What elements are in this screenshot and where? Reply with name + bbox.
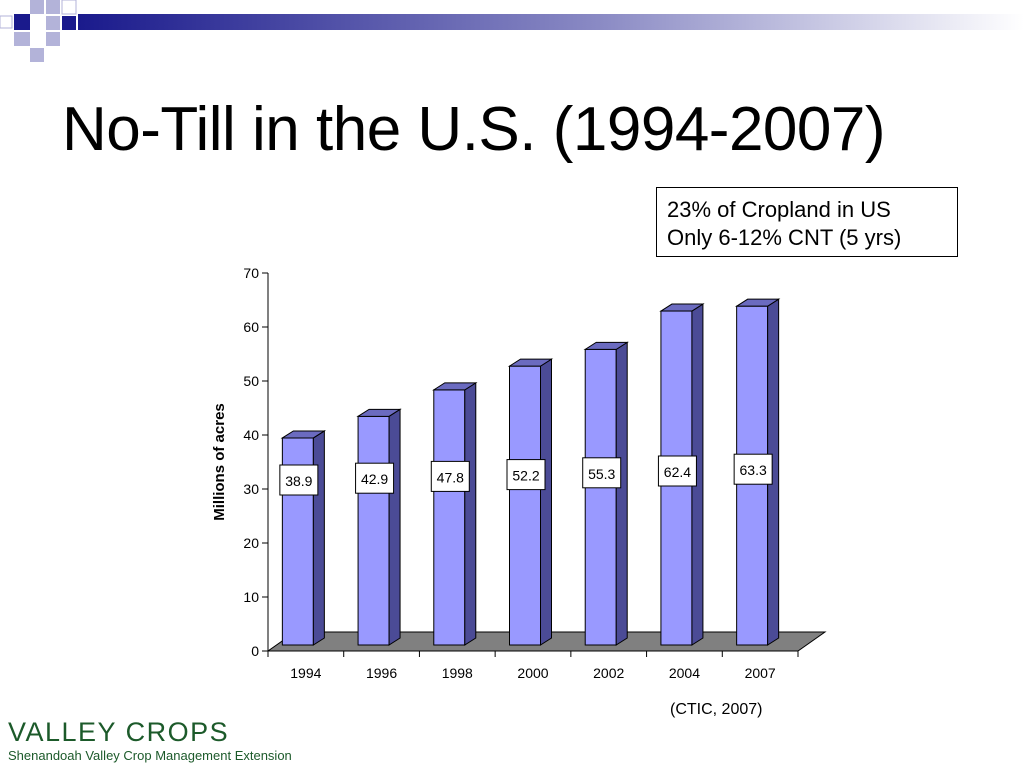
logo-subtitle: Shenandoah Valley Crop Management Extens… xyxy=(8,748,292,763)
data-label-box xyxy=(279,464,319,496)
bar-top xyxy=(734,298,781,307)
data-label-box xyxy=(355,462,395,494)
bar-front xyxy=(584,348,617,646)
slide-decoration xyxy=(0,0,1024,62)
y-tick-label: 10 xyxy=(243,589,259,605)
deco-square xyxy=(46,0,60,14)
y-tick-label: 50 xyxy=(243,373,259,389)
y-tick-label: 70 xyxy=(243,265,259,281)
data-label-box xyxy=(657,455,697,487)
bar-top xyxy=(356,408,402,417)
note-line: 23% of Cropland in US xyxy=(667,197,891,222)
source-citation: (CTIC, 2007) xyxy=(670,701,763,718)
bar-top xyxy=(507,358,554,367)
deco-square xyxy=(46,16,60,30)
data-label-box xyxy=(506,459,546,491)
note-box: 23% of Cropland in US Only 6-12% CNT (5 … xyxy=(656,187,958,257)
deco-square xyxy=(61,0,77,15)
x-tick-label: 2007 xyxy=(745,665,776,681)
x-tick-label: 1998 xyxy=(442,665,473,681)
deco-square xyxy=(14,14,30,30)
deco-square xyxy=(46,32,60,46)
bar-top xyxy=(583,341,629,350)
data-label: 38.9 xyxy=(285,473,312,489)
slide-title: No-Till in the U.S. (1994-2007) xyxy=(62,95,886,164)
data-label: 47.8 xyxy=(437,469,464,485)
bar-front xyxy=(433,389,466,646)
bar-front xyxy=(509,365,541,646)
bar-side xyxy=(312,430,325,646)
x-tick-label: 2000 xyxy=(517,665,548,681)
data-label: 62.4 xyxy=(664,464,691,480)
data-label: 52.2 xyxy=(512,468,539,484)
note-line: Only 6-12% CNT (5 yrs) xyxy=(667,225,902,250)
x-tick-label: 1996 xyxy=(366,665,397,681)
x-tick-label: 2004 xyxy=(669,665,700,681)
bar-top xyxy=(280,430,327,439)
bar-top xyxy=(659,303,705,312)
y-tick-label: 40 xyxy=(243,427,259,443)
bar-top xyxy=(432,382,478,391)
x-tick-label: 2002 xyxy=(593,665,624,681)
valley-crops-logo: VALLEY CROPS Shenandoah Valley Crop Mana… xyxy=(8,718,292,764)
data-label-box xyxy=(582,457,622,489)
title-band xyxy=(78,14,1024,30)
data-label-box xyxy=(430,460,470,492)
data-label: 55.3 xyxy=(588,466,615,482)
deco-square xyxy=(0,15,13,29)
data-label: 63.3 xyxy=(740,462,767,478)
y-tick-label: 60 xyxy=(243,319,259,335)
deco-square xyxy=(30,48,44,62)
y-tick-label: 0 xyxy=(251,643,259,659)
y-tick-label: 30 xyxy=(243,481,259,497)
bar-side xyxy=(388,408,401,646)
bar-side xyxy=(540,358,552,646)
y-tick-label: 20 xyxy=(243,535,259,551)
data-label-box xyxy=(733,453,773,485)
bar-front xyxy=(357,415,390,646)
data-label: 42.9 xyxy=(361,471,388,487)
deco-square xyxy=(30,0,44,14)
deco-square xyxy=(62,16,76,30)
bar-side xyxy=(464,381,477,646)
bar-side xyxy=(615,341,628,646)
y-axis-label: Millions of acres xyxy=(211,403,228,521)
x-tick-label: 1994 xyxy=(290,665,321,681)
logo-name: VALLEY CROPS xyxy=(8,717,230,747)
deco-square xyxy=(14,32,30,46)
